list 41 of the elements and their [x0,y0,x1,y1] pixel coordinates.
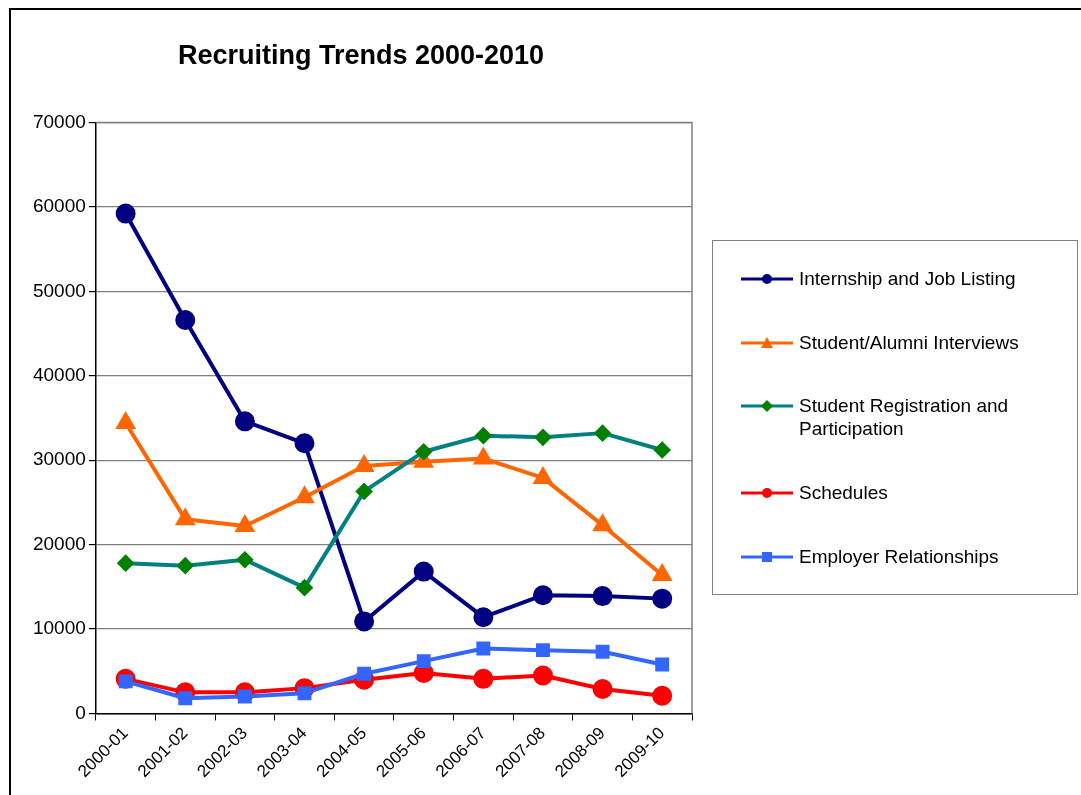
point [592,586,613,607]
point [294,433,315,454]
point [655,657,670,672]
legend-label: Employer Relationships [799,544,1000,568]
y-tick-label: 70000 [32,110,86,132]
point [592,678,613,699]
point [476,641,491,656]
chart-title: Recruiting Trends 2000-2010 [177,39,545,70]
point [175,309,196,330]
legend-label: Student Registration and Participation [799,394,1010,441]
point [235,516,254,533]
point [234,411,255,432]
y-tick-label: 0 [75,701,86,723]
point [532,665,553,686]
point [355,456,374,473]
point [176,509,195,526]
point [593,515,612,532]
legend-label: Schedules [799,481,889,505]
point [532,585,553,606]
point [413,561,434,582]
point [295,487,314,504]
y-tick-label: 30000 [32,448,86,470]
point [116,413,135,429]
y-tick-label: 10000 [32,617,86,639]
point [473,668,494,689]
point [354,611,375,632]
point [652,685,673,706]
point [474,448,493,465]
y-tick-label: 40000 [32,363,86,385]
legend-label: Internship and Job Listing [799,267,1017,291]
y-tick-label: 50000 [32,279,86,301]
y-tick-label: 20000 [32,532,86,554]
point [473,607,494,628]
point [595,644,610,659]
y-tick-label: 60000 [32,195,86,217]
point [416,654,431,669]
point [536,643,550,658]
point [652,588,673,609]
legend-label: Student/Alumni Interviews [799,330,1020,354]
point [115,203,136,224]
point [534,467,552,484]
